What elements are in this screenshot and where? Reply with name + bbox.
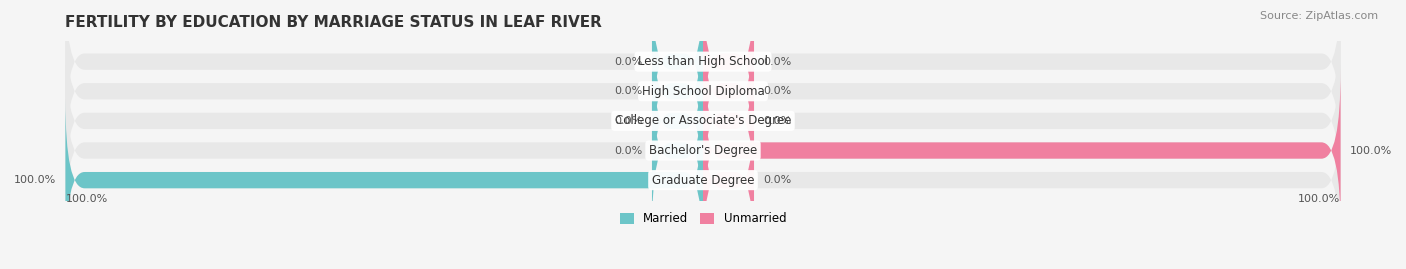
Text: 0.0%: 0.0% [614,57,643,67]
FancyBboxPatch shape [703,10,754,172]
Text: Less than High School: Less than High School [638,55,768,68]
Text: FERTILITY BY EDUCATION BY MARRIAGE STATUS IN LEAF RIVER: FERTILITY BY EDUCATION BY MARRIAGE STATU… [66,15,602,30]
Text: 0.0%: 0.0% [763,175,792,185]
FancyBboxPatch shape [66,100,1340,261]
FancyBboxPatch shape [703,70,1340,231]
Text: 100.0%: 100.0% [1350,146,1392,155]
FancyBboxPatch shape [652,10,703,172]
FancyBboxPatch shape [66,0,1340,142]
Text: 0.0%: 0.0% [614,146,643,155]
Text: 100.0%: 100.0% [1298,194,1340,204]
FancyBboxPatch shape [652,0,703,142]
FancyBboxPatch shape [66,70,1340,231]
Text: Bachelor's Degree: Bachelor's Degree [650,144,756,157]
FancyBboxPatch shape [703,100,754,261]
FancyBboxPatch shape [66,40,1340,202]
Text: Source: ZipAtlas.com: Source: ZipAtlas.com [1260,11,1378,21]
Text: 0.0%: 0.0% [763,116,792,126]
FancyBboxPatch shape [703,0,754,142]
Text: High School Diploma: High School Diploma [641,85,765,98]
Text: Graduate Degree: Graduate Degree [652,174,754,187]
Text: 100.0%: 100.0% [66,194,108,204]
FancyBboxPatch shape [652,40,703,202]
Text: 100.0%: 100.0% [14,175,56,185]
Legend: Married, Unmarried: Married, Unmarried [614,208,792,230]
Text: 0.0%: 0.0% [763,57,792,67]
Text: 0.0%: 0.0% [614,116,643,126]
Text: College or Associate's Degree: College or Associate's Degree [614,114,792,128]
Text: 0.0%: 0.0% [614,86,643,96]
FancyBboxPatch shape [652,70,703,231]
FancyBboxPatch shape [703,40,754,202]
FancyBboxPatch shape [66,10,1340,172]
FancyBboxPatch shape [66,100,703,261]
Text: 0.0%: 0.0% [763,86,792,96]
